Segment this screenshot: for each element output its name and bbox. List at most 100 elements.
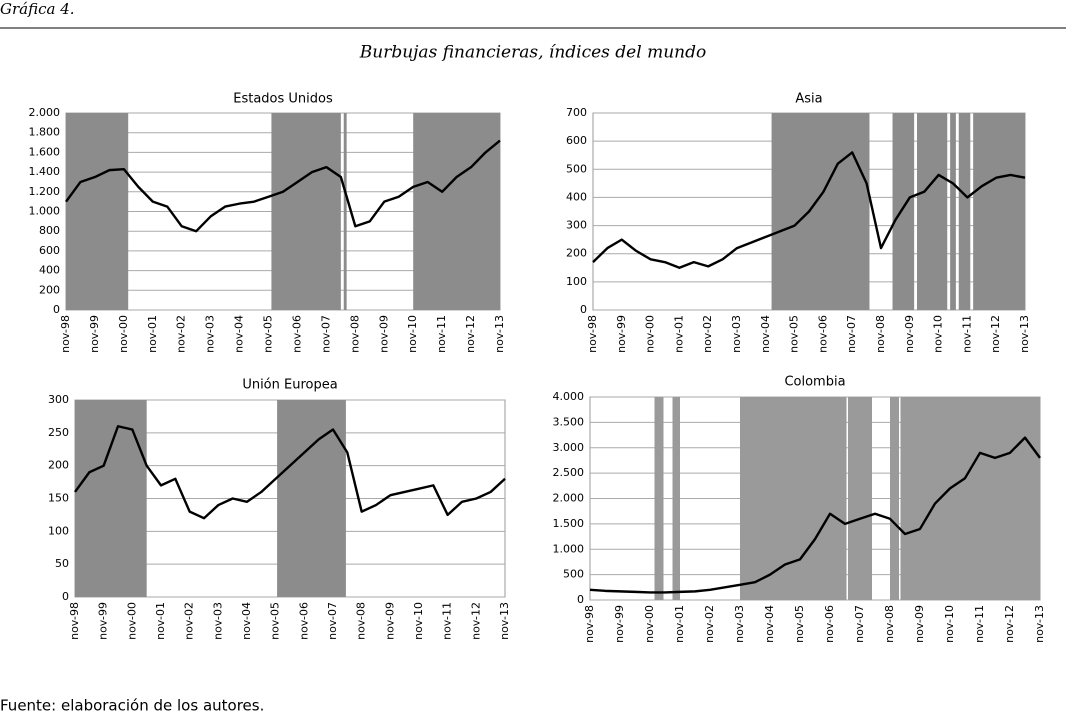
x-tick-label: nov-05 — [788, 315, 801, 353]
x-tick-label: nov-02 — [703, 605, 716, 643]
x-tick-label: nov-12 — [469, 602, 482, 640]
x-tick-label: nov-12 — [464, 315, 477, 353]
bubble-period — [848, 397, 872, 600]
y-tick-label: 400 — [39, 264, 60, 277]
y-tick-label: 500 — [563, 568, 584, 581]
x-tick-label: nov-02 — [175, 315, 188, 353]
y-tick-label: 600 — [39, 244, 60, 257]
x-tick-label: nov-04 — [240, 602, 253, 640]
bubble-period — [771, 113, 870, 310]
x-tick-label: nov-99 — [615, 315, 628, 353]
x-tick-label: nov-09 — [383, 602, 396, 640]
x-tick-label: nov-11 — [441, 602, 454, 640]
x-tick-label: nov-08 — [355, 602, 368, 640]
x-tick-label: nov-07 — [326, 602, 339, 640]
y-tick-label: 300 — [566, 219, 587, 232]
x-tick-label: nov-10 — [412, 602, 425, 640]
y-tick-label: 3.000 — [553, 441, 585, 454]
bubble-period — [343, 113, 347, 310]
x-tick-label: nov-06 — [297, 602, 310, 640]
x-tick-label: nov-03 — [204, 315, 217, 353]
line — [74, 425, 506, 520]
x-tick-label: nov-99 — [88, 315, 101, 353]
x-tick-label: nov-04 — [233, 315, 246, 353]
y-tick-label: 250 — [48, 426, 69, 439]
x-tick-label: nov-10 — [943, 605, 956, 643]
x-tick-label: nov-13 — [498, 602, 511, 640]
source: Fuente: elaboración de los autores. — [0, 697, 264, 714]
header: Gráfica 4. — [0, 0, 75, 18]
x-tick-label: nov-00 — [643, 605, 656, 643]
x-tick-label: nov-06 — [823, 605, 836, 643]
x-tick-label: nov-10 — [932, 315, 945, 353]
x-tick-label: nov-05 — [269, 602, 282, 640]
y-tick-label: 2.000 — [29, 106, 61, 119]
x-tick-label: nov-04 — [759, 315, 772, 353]
x-tick-label: nov-12 — [1003, 605, 1016, 643]
bubble-period — [740, 397, 847, 600]
x-tick-label: nov-12 — [989, 315, 1002, 353]
bubble-period — [66, 113, 129, 310]
x-tick-label: nov-03 — [211, 602, 224, 640]
y-tick-label: 500 — [566, 162, 587, 175]
x-tick-label: nov-09 — [903, 315, 916, 353]
x-tick-label: nov-00 — [125, 602, 138, 640]
y-tick-label: 2.500 — [553, 466, 585, 479]
y-tick-label: 50 — [55, 557, 69, 570]
x-tick-label: nov-08 — [883, 605, 896, 643]
chart-title: Estados Unidos — [233, 92, 333, 107]
x-tick-label: nov-07 — [319, 315, 332, 353]
y-tick-label: 1.000 — [553, 542, 585, 555]
bubble-period — [917, 113, 948, 310]
y-tick-label: 4.000 — [553, 390, 585, 403]
chart-title: Unión Europea — [242, 378, 337, 393]
chart-title: Asia — [795, 92, 822, 107]
x-tick-label: nov-98 — [586, 315, 599, 353]
y-tick-label: 1.200 — [29, 185, 61, 198]
y-tick-label: 700 — [566, 106, 587, 119]
x-tick-label: nov-03 — [733, 605, 746, 643]
y-tick-label: 1.500 — [553, 517, 585, 530]
bubble-period — [271, 113, 341, 310]
x-tick-label: nov-99 — [613, 605, 626, 643]
y-tick-label: 0 — [580, 303, 587, 316]
y-tick-label: 800 — [39, 224, 60, 237]
y-tick-label: 150 — [48, 492, 69, 505]
y-tick-label: 0 — [62, 590, 69, 603]
y-tick-label: 1.800 — [29, 126, 61, 139]
bubble-period — [413, 113, 500, 310]
x-tick-label: nov-13 — [1033, 605, 1046, 643]
x-tick-label: nov-99 — [97, 602, 110, 640]
y-tick-label: 0 — [577, 593, 584, 606]
y-tick-label: 1.000 — [29, 205, 61, 218]
y-tick-label: 100 — [48, 524, 69, 537]
bubble-period — [277, 400, 346, 597]
x-tick-label: nov-98 — [68, 602, 81, 640]
bubble-period — [75, 400, 147, 597]
x-tick-label: nov-06 — [816, 315, 829, 353]
x-tick-label: nov-00 — [117, 315, 130, 353]
x-tick-label: nov-09 — [377, 315, 390, 353]
x-tick-label: nov-11 — [960, 315, 973, 353]
x-tick-label: nov-00 — [644, 315, 657, 353]
x-tick-label: nov-07 — [845, 315, 858, 353]
x-tick-label: nov-11 — [973, 605, 986, 643]
x-tick-label: nov-06 — [290, 315, 303, 353]
y-tick-label: 300 — [48, 393, 69, 406]
y-tick-label: 3.500 — [553, 415, 585, 428]
x-tick-label: nov-98 — [583, 605, 596, 643]
bubble-period — [950, 113, 956, 310]
x-tick-label: nov-08 — [874, 315, 887, 353]
x-tick-label: nov-05 — [793, 605, 806, 643]
x-tick-label: nov-08 — [348, 315, 361, 353]
bubble-period — [892, 113, 915, 310]
y-tick-label: 600 — [566, 134, 587, 147]
y-tick-label: 200 — [48, 459, 69, 472]
bubble-period — [672, 397, 680, 600]
y-tick-label: 1.400 — [29, 165, 61, 178]
x-tick-label: nov-02 — [183, 602, 196, 640]
x-tick-label: nov-13 — [493, 315, 506, 353]
line — [592, 151, 1026, 269]
chart-title: Colombia — [784, 375, 845, 390]
